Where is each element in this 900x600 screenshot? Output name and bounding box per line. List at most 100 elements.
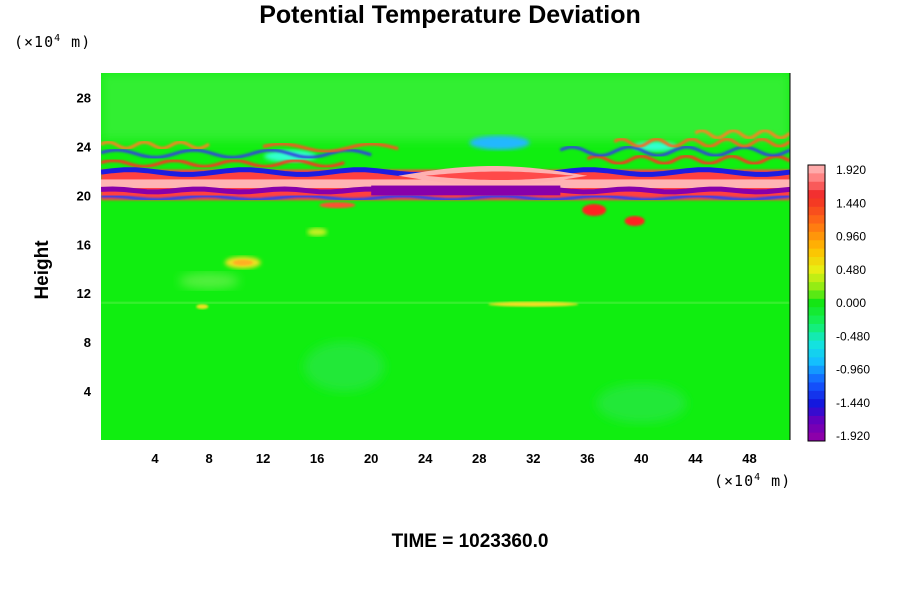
wave-streak bbox=[694, 128, 790, 140]
y-axis-label: Height bbox=[32, 240, 53, 300]
y-tick-label: 12 bbox=[77, 286, 91, 301]
colorbar-swatch bbox=[808, 206, 825, 216]
upper-layer-tint bbox=[101, 73, 790, 141]
colorbar-swatch bbox=[808, 190, 825, 199]
y-tick-label: 24 bbox=[77, 139, 92, 154]
x-tick-label: 20 bbox=[364, 451, 378, 466]
colorbar-frame bbox=[807, 164, 826, 442]
colorbar-tick-label: -1.440 bbox=[836, 396, 870, 410]
wave-streak bbox=[613, 137, 790, 148]
colorbar-swatch bbox=[808, 424, 825, 434]
positive-streak bbox=[196, 304, 209, 310]
y-unit-prefix: (×10 bbox=[14, 33, 55, 51]
x-tick-label: 44 bbox=[688, 451, 703, 466]
x-unit-suffix: m) bbox=[761, 472, 792, 490]
colorbar-tick-label: -1.920 bbox=[836, 429, 870, 443]
colorbar: 1.920 1.440 0.960 0.480 0.000 -0.480 -0.960 -1.… bbox=[807, 163, 870, 443]
x-tick-label: 16 bbox=[310, 451, 324, 466]
colorbar-swatch bbox=[808, 399, 825, 409]
x-tick-label: 40 bbox=[634, 451, 648, 466]
colorbar-swatch bbox=[808, 407, 825, 417]
band-blue-lower bbox=[101, 194, 790, 202]
colorbar-swatch bbox=[808, 374, 825, 383]
colorbar-swatch bbox=[808, 390, 825, 400]
x-tick-label: 48 bbox=[742, 451, 756, 466]
wave-streak bbox=[101, 140, 210, 150]
colorbar-swatch bbox=[808, 315, 825, 325]
y-tick-label: 16 bbox=[77, 237, 91, 252]
negative-patch bbox=[264, 150, 317, 163]
colorbar-swatch bbox=[808, 432, 825, 442]
colorbar-swatch bbox=[808, 248, 825, 258]
x-tick-label: 24 bbox=[418, 451, 433, 466]
colorbar-swatch bbox=[808, 265, 825, 275]
x-axis-unit: (×104 m) bbox=[714, 472, 791, 490]
colorbar-swatch bbox=[808, 340, 825, 350]
positive-patch-core bbox=[232, 259, 253, 266]
lower-blotch bbox=[596, 383, 687, 424]
x-tick-label: 12 bbox=[256, 451, 270, 466]
colorbar-swatch bbox=[808, 290, 825, 300]
x-unit-exponent: 4 bbox=[754, 472, 762, 483]
colorbar-tick-label: -0.480 bbox=[836, 329, 870, 343]
center-lens-red bbox=[425, 171, 574, 180]
band-purple-core bbox=[371, 185, 561, 196]
colorbar-swatch bbox=[808, 307, 825, 317]
colorbar-swatch bbox=[808, 382, 825, 392]
wave-streak bbox=[559, 145, 790, 157]
heatmap-plot-area bbox=[101, 73, 790, 440]
colorbar-swatch bbox=[808, 165, 825, 174]
positive-patch bbox=[307, 228, 328, 237]
x-unit-prefix: (×10 bbox=[714, 472, 755, 490]
wave-streak bbox=[262, 142, 399, 153]
colorbar-swatch bbox=[808, 349, 825, 358]
colorbar-swatch bbox=[808, 240, 825, 250]
negative-patch bbox=[469, 135, 530, 150]
wave-streak bbox=[101, 148, 372, 159]
time-label: TIME = 1023360.0 bbox=[391, 531, 549, 552]
wave-streak bbox=[101, 158, 345, 168]
colorbar-tick-label: 0.480 bbox=[836, 263, 866, 277]
colorbar-swatch bbox=[808, 298, 825, 308]
colorbar-swatch bbox=[808, 273, 825, 283]
y-tick-label: 20 bbox=[77, 188, 91, 203]
colorbar-swatch bbox=[808, 173, 825, 183]
positive-spot bbox=[582, 204, 607, 217]
colorbar-swatch bbox=[808, 282, 825, 291]
positive-spot bbox=[319, 202, 356, 209]
y-tick-label: 28 bbox=[77, 90, 91, 105]
positive-spot bbox=[624, 216, 645, 227]
x-tick-label: 36 bbox=[580, 451, 594, 466]
colorbar-swatch bbox=[808, 231, 825, 241]
y-unit-suffix: m) bbox=[61, 33, 92, 51]
colorbar-tick-label: -0.960 bbox=[836, 363, 870, 377]
colorbar-swatch bbox=[808, 215, 825, 225]
lower-blotch bbox=[304, 341, 385, 392]
y-tick-label: 4 bbox=[84, 384, 92, 399]
wave-streak bbox=[586, 154, 790, 166]
y-unit-exponent: 4 bbox=[54, 33, 62, 44]
colorbar-tick-label: 0.960 bbox=[836, 230, 866, 244]
colorbar-swatch bbox=[808, 181, 825, 191]
colorbar-swatch bbox=[808, 415, 825, 425]
positive-streak bbox=[488, 301, 579, 307]
colorbar-tick-label: 1.920 bbox=[836, 163, 866, 177]
y-tick-label: 8 bbox=[84, 335, 91, 350]
colorbar-swatch bbox=[808, 357, 825, 367]
level-line bbox=[101, 301, 790, 304]
mid-blotch bbox=[179, 272, 240, 289]
band-pink bbox=[101, 179, 790, 188]
colorbar-tick-label: 1.440 bbox=[836, 196, 866, 210]
colorbar-swatch bbox=[808, 223, 825, 233]
colorbar-swatch bbox=[808, 257, 825, 266]
colorbar-tick-label: 0.000 bbox=[836, 296, 866, 310]
x-tick-label: 4 bbox=[151, 451, 159, 466]
colorbar-swatch bbox=[808, 198, 825, 208]
y-axis-unit: (×104 m) bbox=[14, 33, 91, 51]
colorbar-swatch bbox=[808, 332, 825, 342]
colorbar-swatch bbox=[808, 365, 825, 375]
x-tick-label: 32 bbox=[526, 451, 540, 466]
x-tick-label: 28 bbox=[472, 451, 486, 466]
